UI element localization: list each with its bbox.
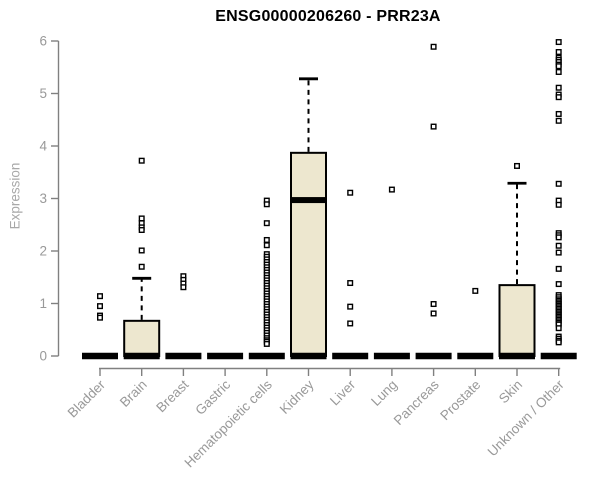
outlier-point xyxy=(263,242,270,249)
y-tick-label: 2 xyxy=(39,244,47,259)
y-tick-label: 0 xyxy=(39,349,47,364)
outlier-point xyxy=(430,301,437,308)
zero-bar xyxy=(207,352,244,360)
outlier-point xyxy=(347,280,354,287)
outlier-point xyxy=(347,320,354,327)
median-line xyxy=(291,197,326,204)
outlier-point xyxy=(347,189,354,196)
x-tick-label: Liver xyxy=(327,377,359,409)
outlier-point xyxy=(555,94,562,101)
x-tick-label: Bladder xyxy=(65,377,109,421)
outlier-point xyxy=(430,43,437,50)
x-tick-label: Lung xyxy=(368,377,400,409)
y-tick-label: 5 xyxy=(39,86,47,101)
outlier-point xyxy=(555,234,562,241)
outlier-point xyxy=(555,325,562,332)
box-kidney xyxy=(290,151,327,357)
x-tick-label: Gastric xyxy=(192,377,233,418)
box-skin xyxy=(498,284,536,357)
x-tick-label: Unknown / Other xyxy=(485,377,568,460)
zero-bar xyxy=(165,352,202,360)
zero-bar xyxy=(499,352,535,360)
outlier-point xyxy=(555,63,562,70)
outlier-point xyxy=(472,287,479,294)
y-tick-label: 1 xyxy=(39,296,47,311)
outlier-point xyxy=(180,284,187,291)
outlier-point xyxy=(555,117,562,124)
outlier-point xyxy=(555,180,562,187)
outlier-point xyxy=(555,249,562,256)
outlier-point xyxy=(514,162,521,169)
outlier-point xyxy=(347,303,354,310)
outlier-point xyxy=(138,215,145,222)
x-tick-label: Pancreas xyxy=(391,377,442,428)
outlier-point xyxy=(430,310,437,317)
chart-title: ENSG00000206260 - PRR23A xyxy=(215,8,441,25)
y-axis-label: Expression xyxy=(7,162,23,230)
zero-bar xyxy=(373,352,410,360)
outlier-point xyxy=(138,263,145,270)
zero-bar xyxy=(290,352,327,360)
x-tick-label: Kidney xyxy=(277,377,317,417)
x-tick-label: Brain xyxy=(117,377,150,410)
outlier-point xyxy=(96,293,103,300)
outlier-point xyxy=(555,68,562,75)
outlier-point xyxy=(555,49,562,56)
outlier-point xyxy=(263,201,270,208)
outlier-point xyxy=(555,242,562,249)
outlier-point xyxy=(138,157,145,164)
y-tick-label: 6 xyxy=(39,34,47,49)
outlier-point xyxy=(555,84,562,91)
outlier-point xyxy=(263,340,270,347)
outlier-point xyxy=(555,110,562,117)
outlier-point xyxy=(430,123,437,130)
y-tick-label: 3 xyxy=(39,191,47,206)
outlier-point xyxy=(138,247,145,254)
outlier-point xyxy=(388,186,395,193)
outlier-point xyxy=(96,303,103,310)
zero-bar xyxy=(332,352,369,360)
zero-bar xyxy=(540,352,577,360)
box-brain xyxy=(123,319,161,358)
outlier-point xyxy=(555,39,562,46)
outlier-point xyxy=(263,220,270,227)
zero-bar xyxy=(457,352,494,360)
outlier-point xyxy=(96,314,103,321)
zero-bar xyxy=(248,352,285,360)
x-tick-label: Breast xyxy=(153,377,191,415)
zero-bar xyxy=(123,352,160,360)
y-tick-label: 4 xyxy=(39,139,47,154)
x-tick-label: Prostate xyxy=(437,377,483,423)
x-tick-label: Skin xyxy=(496,377,525,406)
outlier-point xyxy=(555,265,562,272)
outlier-point xyxy=(555,201,562,208)
outlier-point xyxy=(263,236,270,243)
zero-bar xyxy=(415,352,452,360)
outlier-point xyxy=(555,339,562,346)
zero-bar xyxy=(82,352,118,360)
outlier-point xyxy=(555,281,562,288)
outlier-point xyxy=(138,226,145,233)
